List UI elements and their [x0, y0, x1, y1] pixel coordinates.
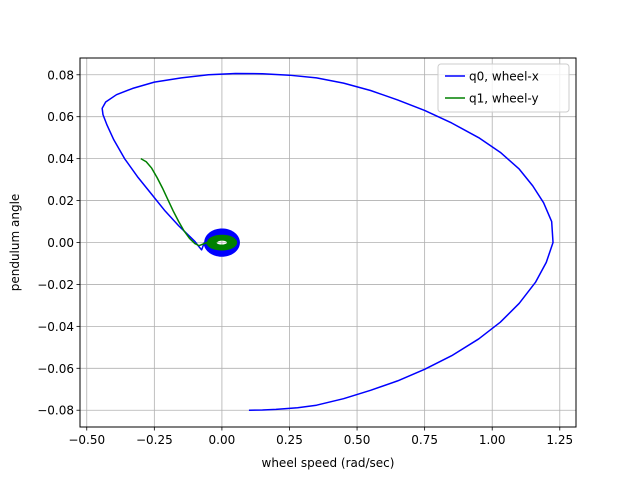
x-tick-label: 0.00	[209, 433, 236, 447]
y-tick-label: 0.08	[47, 68, 74, 82]
y-tick-label: 0.00	[47, 236, 74, 250]
series-layer	[101, 72, 554, 411]
x-tick-label: −0.50	[68, 433, 105, 447]
x-tick-label: 0.50	[344, 433, 371, 447]
x-axis-label: wheel speed (rad/sec)	[262, 456, 395, 470]
axis-ticks: −0.50 −0.25 0.00 0.25 0.50 0.75 1.00 1.25 −0.08 −…	[37, 68, 573, 447]
legend-label-q0: q0, wheel-x	[469, 70, 539, 84]
x-tick-label: 0.25	[276, 433, 303, 447]
y-tick-label: −0.06	[37, 362, 74, 376]
x-tick-label: 0.75	[411, 433, 438, 447]
grid-lines	[80, 58, 576, 427]
y-tick-label: −0.08	[37, 404, 74, 418]
x-tick-label: −0.25	[136, 433, 173, 447]
legend-label-q1: q1, wheel-y	[469, 92, 539, 106]
x-tick-label: 1.25	[546, 433, 573, 447]
y-tick-label: 0.04	[47, 152, 74, 166]
legend: q0, wheel-x q1, wheel-y	[437, 63, 570, 113]
x-tick-label: 1.00	[479, 433, 506, 447]
y-tick-label: −0.02	[37, 278, 74, 292]
y-tick-label: 0.06	[47, 110, 74, 124]
y-tick-label: −0.04	[37, 320, 74, 334]
series-line-q1	[140, 157, 238, 251]
legend-box	[437, 63, 570, 113]
y-axis-label: pendulum angle	[8, 194, 22, 292]
y-tick-label: 0.02	[47, 194, 74, 208]
